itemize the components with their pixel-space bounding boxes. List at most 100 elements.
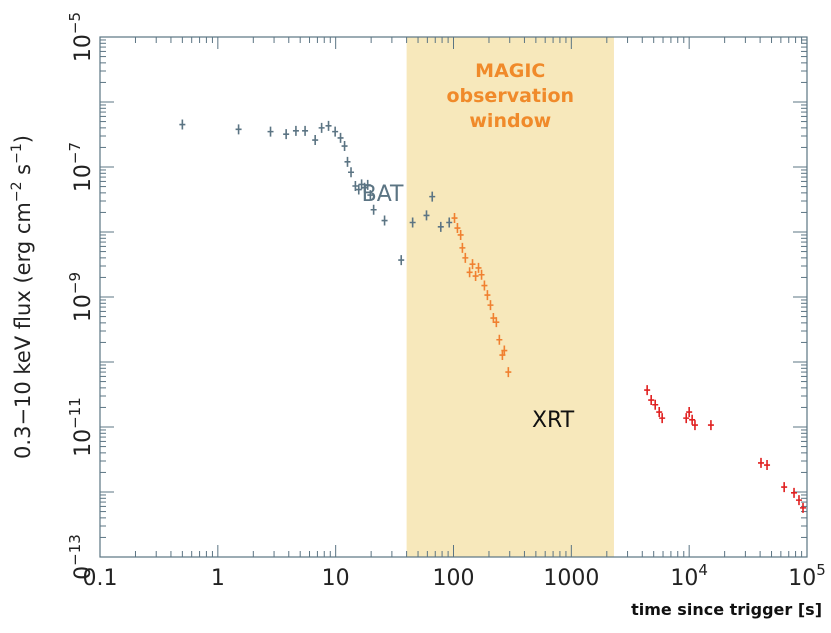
data-point <box>337 132 344 143</box>
data-point <box>370 204 377 215</box>
data-point <box>689 414 696 425</box>
y-tick-exp: −9 <box>66 272 84 294</box>
data-point <box>659 413 666 424</box>
data-point <box>490 313 497 324</box>
data-point <box>312 135 319 146</box>
data-point <box>398 255 405 266</box>
x-tick-exp: 5 <box>816 561 826 579</box>
y-tick-base: 10 <box>71 429 96 457</box>
x-tick-label: 1 <box>211 566 225 591</box>
data-point <box>487 300 494 311</box>
data-point <box>475 262 482 273</box>
annotation: XRT <box>532 408 575 433</box>
data-point <box>481 280 488 291</box>
x-tick-label: 100 <box>433 566 475 591</box>
x-tick-label: 0.1 <box>83 566 118 591</box>
data-point <box>429 191 436 202</box>
data-point <box>235 124 242 135</box>
data-point <box>501 345 508 356</box>
data-point <box>364 179 371 190</box>
band-label: observation <box>446 85 574 107</box>
data-point <box>367 190 374 201</box>
data-point <box>352 181 359 192</box>
y-tick-exp: −13 <box>66 534 84 566</box>
y-tick-label: 10−7 <box>66 142 96 192</box>
data-point <box>348 167 355 178</box>
x-tick-label: 1000 <box>543 566 599 591</box>
data-point <box>484 290 491 301</box>
y-tick-exp: −7 <box>66 142 84 164</box>
y-label-part: 0.3−10 keV flux (erg cm <box>11 202 35 459</box>
data-point <box>795 495 802 506</box>
x-tick-label: 10 <box>322 566 350 591</box>
data-point <box>325 120 332 131</box>
data-point <box>446 217 453 228</box>
band-label: MAGIC <box>475 60 545 82</box>
data-point <box>505 367 512 378</box>
data-point <box>302 125 309 136</box>
y-label-part: ) <box>11 135 35 143</box>
data-point <box>791 487 798 498</box>
data-point <box>423 210 430 221</box>
data-point <box>459 242 466 253</box>
y-label-part: −1 <box>9 143 25 164</box>
data-point <box>454 223 461 234</box>
y-tick-base: 0 <box>71 566 96 580</box>
data-point <box>691 420 698 431</box>
data-point <box>478 269 485 280</box>
data-point <box>457 229 464 240</box>
data-point <box>355 184 362 195</box>
data-point <box>757 457 764 468</box>
y-label-part: −2 <box>9 182 25 203</box>
data-point <box>462 252 469 263</box>
data-point <box>361 182 368 193</box>
x-tick-label: 105 <box>788 561 826 591</box>
y-tick-exp: −5 <box>66 12 84 34</box>
data-point <box>656 407 663 418</box>
y-tick-base: 10 <box>71 34 96 62</box>
magic-window <box>406 37 614 557</box>
data-point <box>341 141 348 152</box>
data-point <box>764 460 771 471</box>
data-point <box>292 125 299 136</box>
x-tick-base: 10 <box>670 566 698 591</box>
band-label: window <box>469 110 551 132</box>
x-axis-label: time since trigger [s] <box>631 600 822 619</box>
data-point <box>686 407 693 418</box>
x-tick-base: 10 <box>788 566 816 591</box>
x-tick-label: 104 <box>670 561 708 591</box>
data-point <box>332 126 339 137</box>
data-point <box>409 217 416 228</box>
data-point <box>644 385 651 396</box>
data-point <box>781 482 788 493</box>
data-point <box>652 399 659 410</box>
data-point <box>683 413 690 424</box>
data-point <box>648 395 655 406</box>
data-point <box>381 215 388 226</box>
data-point <box>707 420 714 431</box>
data-point <box>344 156 351 167</box>
data-point <box>496 334 503 345</box>
y-tick-label: 10−5 <box>66 12 96 62</box>
data-point <box>469 259 476 270</box>
data-point <box>472 271 479 282</box>
data-point <box>318 122 325 133</box>
y-tick-label: 10−11 <box>66 397 96 457</box>
y-tick-label: 0−13 <box>66 534 96 580</box>
data-point <box>179 119 186 130</box>
y-tick-base: 10 <box>71 294 96 322</box>
data-point <box>267 126 274 137</box>
y-tick-exp: −11 <box>66 397 84 429</box>
x-tick-exp: 4 <box>698 561 708 579</box>
y-label-part: s <box>11 164 35 182</box>
data-point <box>451 213 458 224</box>
data-point <box>800 502 807 513</box>
y-axis-label: 0.3−10 keV flux (erg cm−2 s−1) <box>9 135 35 459</box>
y-tick-base: 10 <box>71 164 96 192</box>
data-point <box>437 221 444 232</box>
data-point <box>283 129 290 140</box>
data-point <box>493 317 500 328</box>
data-point <box>466 267 473 278</box>
y-tick-label: 10−9 <box>66 272 96 322</box>
